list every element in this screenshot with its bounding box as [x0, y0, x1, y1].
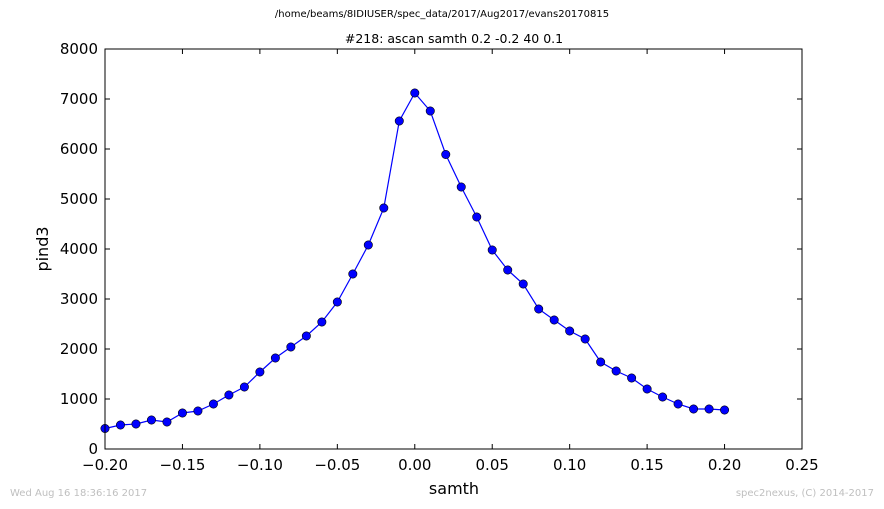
- y-tick-label: 8000: [60, 40, 98, 58]
- data-point: [224, 390, 234, 400]
- file-path-suptitle: /home/beams/8IDIUSER/spec_data/2017/Aug2…: [274, 9, 610, 20]
- data-point: [301, 331, 311, 341]
- data-point: [394, 116, 404, 126]
- x-tick-label: 0.10: [553, 456, 586, 474]
- data-point: [534, 304, 544, 314]
- data-point: [456, 182, 466, 192]
- x-tick-label: 0.15: [630, 456, 663, 474]
- data-point: [379, 203, 389, 213]
- data-point: [270, 353, 280, 363]
- x-tick-label: −0.10: [237, 456, 283, 474]
- data-point: [518, 279, 528, 289]
- data-point: [255, 367, 265, 377]
- data-point: [611, 366, 621, 376]
- y-tick-label: 3000: [60, 290, 98, 308]
- data-point: [239, 382, 249, 392]
- x-tick-label: 0.25: [785, 456, 818, 474]
- credit-footer: spec2nexus, (C) 2014-2017: [735, 488, 874, 499]
- data-point: [642, 384, 652, 394]
- data-point: [425, 106, 435, 116]
- data-point: [673, 399, 683, 409]
- y-axis-label: pind3: [33, 226, 52, 271]
- data-point: [162, 417, 172, 427]
- data-point: [317, 317, 327, 327]
- data-point: [689, 404, 699, 414]
- plot-area: [100, 88, 730, 433]
- x-tick-label: 0.05: [476, 456, 509, 474]
- data-point: [193, 406, 203, 416]
- y-tick-label: 5000: [60, 190, 98, 208]
- x-tick-label: −0.20: [82, 456, 128, 474]
- data-point: [286, 342, 296, 352]
- axes: −0.20 −0.15 −0.10 −0.05 0.00 0.05 0.10 0.15 0.20…: [60, 40, 819, 474]
- data-point: [131, 419, 141, 429]
- data-point: [363, 240, 373, 250]
- x-tick-label: −0.15: [159, 456, 205, 474]
- data-point: [472, 212, 482, 222]
- data-point: [627, 373, 637, 383]
- data-point: [503, 265, 513, 275]
- data-point: [410, 88, 420, 98]
- y-tick-label: 7000: [60, 90, 98, 108]
- x-tick-label: 0.00: [398, 456, 431, 474]
- x-axis-label: samth: [429, 479, 479, 498]
- y-tick-label: 0: [88, 440, 98, 458]
- data-point: [487, 245, 497, 255]
- y-tick-label: 1000: [60, 390, 98, 408]
- data-point: [596, 357, 606, 367]
- data-point: [115, 420, 125, 430]
- data-point: [658, 392, 668, 402]
- data-point: [348, 269, 358, 279]
- data-point: [720, 405, 730, 415]
- data-point: [332, 297, 342, 307]
- data-point: [704, 404, 714, 414]
- y-tick-label: 2000: [60, 340, 98, 358]
- plot-frame: [104, 48, 803, 450]
- data-point: [580, 334, 590, 344]
- data-point: [177, 408, 187, 418]
- x-tick-label: −0.05: [314, 456, 360, 474]
- chart-title: #218: ascan samth 0.2 -0.2 40 0.1: [345, 31, 563, 46]
- data-point: [146, 415, 156, 425]
- data-point: [565, 326, 575, 336]
- timestamp-footer: Wed Aug 16 18:36:16 2017: [10, 488, 148, 499]
- x-tick-label: 0.20: [708, 456, 741, 474]
- data-point: [208, 399, 218, 409]
- data-point: [549, 315, 559, 325]
- data-point: [441, 150, 451, 160]
- y-tick-label: 6000: [60, 140, 98, 158]
- y-tick-label: 4000: [60, 240, 98, 258]
